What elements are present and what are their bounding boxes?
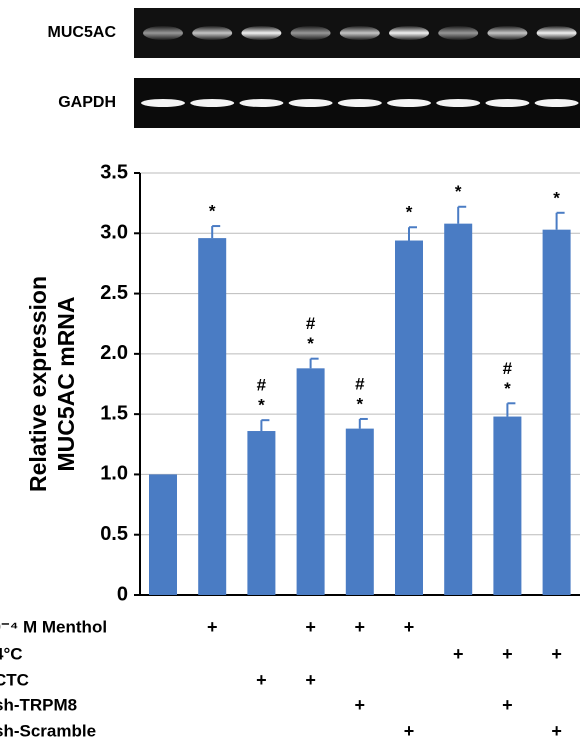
- significance-mark: *: [356, 394, 363, 413]
- treatment-mark: +: [502, 644, 513, 664]
- y-tick-label: 1.0: [100, 463, 128, 485]
- bar: [247, 431, 275, 595]
- y-axis-label: Relative expression: [25, 276, 51, 492]
- bar: [444, 224, 472, 595]
- treatment-mark: +: [305, 670, 316, 690]
- y-tick-label: 0.5: [100, 523, 128, 545]
- y-tick-label: 1.5: [100, 402, 128, 424]
- blot-band: [535, 99, 579, 107]
- significance-mark: #: [355, 374, 365, 393]
- significance-mark: *: [307, 334, 314, 353]
- blot-band: [239, 99, 283, 107]
- blot-band: [241, 26, 281, 40]
- y-tick-label: 2.0: [100, 342, 128, 364]
- blot-band: [537, 26, 577, 40]
- blot-band: [192, 26, 232, 40]
- significance-mark: *: [406, 203, 413, 222]
- blot-band: [291, 26, 331, 40]
- y-axis-label: MUC5AC mRNA: [53, 296, 79, 471]
- treatment-mark: +: [551, 721, 562, 741]
- blot-band: [143, 26, 183, 40]
- blot-band: [487, 26, 527, 40]
- y-tick-label: 3.5: [100, 161, 128, 183]
- blot-band: [387, 99, 431, 107]
- treatment-label: CTC: [0, 670, 29, 689]
- blot-band: [438, 26, 478, 40]
- blot-band: [338, 99, 382, 107]
- treatment-mark: +: [502, 695, 513, 715]
- treatment-mark: +: [404, 721, 415, 741]
- treatment-mark: +: [453, 644, 464, 664]
- treatment-label: sh-TRPM8: [0, 695, 77, 714]
- blot-band: [436, 99, 480, 107]
- treatment-mark: +: [256, 670, 267, 690]
- significance-mark: *: [553, 188, 560, 207]
- bar: [297, 368, 325, 595]
- bar: [149, 474, 177, 595]
- blot-band: [340, 26, 380, 40]
- blot-band: [485, 99, 529, 107]
- blot-label: GAPDH: [58, 94, 116, 111]
- treatment-mark: +: [551, 644, 562, 664]
- treatment-mark: +: [404, 617, 415, 637]
- treatment-mark: +: [305, 617, 316, 637]
- significance-mark: *: [209, 202, 216, 221]
- significance-mark: *: [258, 396, 265, 415]
- bar: [198, 238, 226, 595]
- blot-band: [289, 99, 333, 107]
- treatment-mark: +: [207, 617, 218, 637]
- significance-mark: #: [306, 314, 316, 333]
- bar: [493, 417, 521, 595]
- treatment-mark: +: [355, 695, 366, 715]
- treatment-mark: +: [355, 617, 366, 637]
- bar: [543, 230, 571, 595]
- y-tick-label: 2.5: [100, 282, 128, 304]
- blot-label: MUC5AC: [48, 24, 117, 41]
- treatment-label: 4°C: [0, 644, 23, 663]
- significance-mark: *: [455, 182, 462, 201]
- significance-mark: #: [257, 376, 267, 395]
- bar: [346, 429, 374, 595]
- blot-band: [190, 99, 234, 107]
- blot-band: [141, 99, 185, 107]
- treatment-label: 10⁻⁴ M Menthol: [0, 617, 107, 636]
- significance-mark: #: [503, 359, 513, 378]
- significance-mark: *: [504, 379, 511, 398]
- bar: [395, 241, 423, 595]
- y-tick-label: 0: [117, 583, 128, 605]
- blot-band: [389, 26, 429, 40]
- y-tick-label: 3.0: [100, 222, 128, 244]
- treatment-label: sh-Scramble: [0, 721, 96, 740]
- figure: MUC5AC GAPDH Relative expression MUC5AC …: [0, 0, 580, 746]
